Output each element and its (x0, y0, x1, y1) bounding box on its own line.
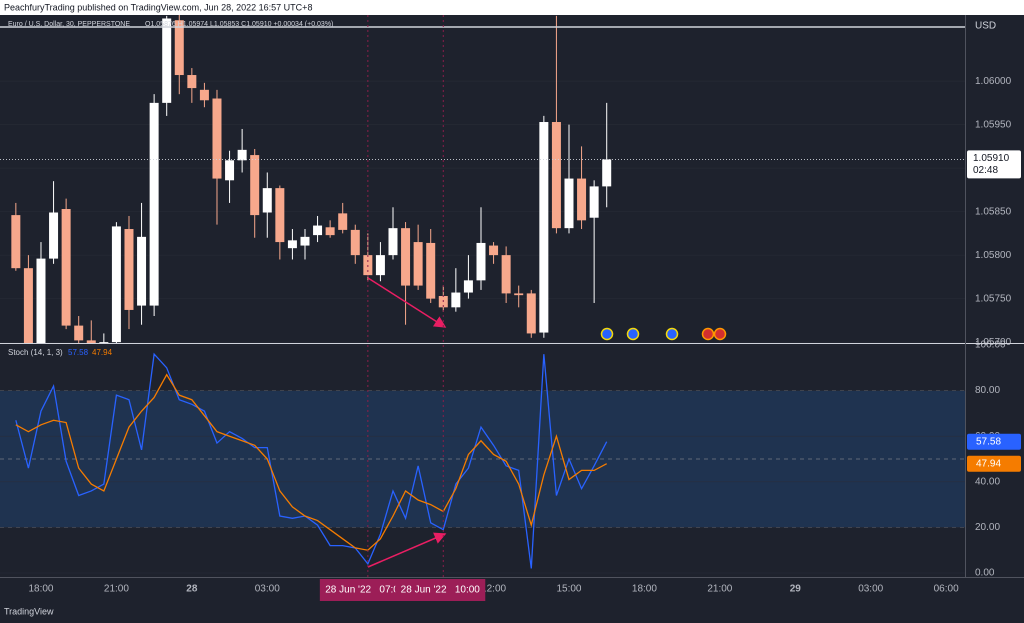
candle-body (375, 255, 385, 276)
price-pane (0, 15, 965, 343)
candle-body (489, 245, 499, 256)
x-tick-label: 21:00 (104, 584, 129, 595)
candle-body (199, 89, 209, 101)
publisher-bar (0, 0, 1024, 15)
x-tick-label: 03:00 (858, 584, 883, 595)
candle-body (463, 280, 473, 293)
candle-body (313, 225, 323, 236)
crosshair-label-box (319, 579, 410, 601)
candle-body (577, 178, 587, 221)
stoch-k-value: 57.58 (68, 348, 89, 357)
stoch-title: Stoch (14, 1, 3) (8, 348, 63, 357)
candle-body (61, 209, 71, 326)
candle-body (225, 160, 235, 181)
price-divergence-arrow (367, 277, 447, 328)
candle-body (350, 229, 360, 256)
y-tick-label: 1.05950 (975, 119, 1012, 130)
candle-body (338, 213, 348, 230)
candle-body (237, 149, 247, 161)
candle-body (388, 228, 398, 256)
candle-body (23, 268, 33, 343)
y-tick-label: 40.00 (975, 476, 1000, 487)
y-tick-label: 1.05700 (975, 337, 1012, 348)
candle-body (49, 212, 59, 259)
last-price-box (967, 150, 1021, 179)
y-tick-label: 1.05750 (975, 293, 1012, 304)
candle-body (162, 18, 172, 103)
candle-body (413, 242, 423, 286)
candle-body (149, 102, 159, 306)
candle-body (111, 226, 121, 343)
x-tick-label: 18:00 (28, 584, 53, 595)
candle-body (99, 342, 109, 343)
value-label: 47.94 (976, 458, 1001, 469)
x-tick-label: 06:00 (934, 584, 959, 595)
candle-body (212, 98, 222, 179)
candle-body (426, 242, 436, 299)
y-tick-label: 100.00 (975, 340, 1006, 351)
crosshair-label-box (395, 579, 486, 601)
candle-body (514, 293, 524, 296)
candle-body (86, 340, 96, 343)
candle-body (589, 186, 599, 218)
x-tick-label: 18:00 (632, 584, 657, 595)
candle-body (564, 178, 574, 229)
candle-body (476, 242, 486, 281)
x-tick-label: 29 (790, 584, 802, 595)
publisher: PeachfuryTrading published on TradingVie… (4, 2, 312, 12)
candle-body (11, 215, 21, 269)
candle-body (287, 240, 297, 249)
y-tick-label: 1.05800 (975, 250, 1012, 261)
candle-body (124, 229, 134, 310)
brand: TradingView (4, 606, 54, 616)
x-tick-label: 12:00 (481, 584, 506, 595)
symbol-title: Euro / U.S. Dollar, 30, PEPPERSTONE (8, 21, 130, 28)
event-icons (600, 327, 727, 341)
candle-body (526, 293, 536, 334)
candle-body (325, 227, 335, 236)
candle-body (300, 236, 310, 246)
x-tick-label: 15:00 (556, 584, 581, 595)
last-price-label: 1.05910 (973, 153, 1010, 164)
y-tick-label: 1.05850 (975, 206, 1012, 217)
crosshair-label: 28 Jun '22 07:00 (325, 585, 405, 596)
value-label: 57.58 (976, 436, 1001, 447)
candle-body (74, 325, 84, 341)
candle-body (174, 20, 184, 76)
candle-body (401, 228, 411, 286)
y-tick-label: 80.00 (975, 385, 1000, 396)
candle-body (275, 188, 285, 243)
x-tick-label: 03:00 (255, 584, 280, 595)
candle-body (262, 188, 272, 213)
stoch-line (15, 352, 608, 569)
candle-body (250, 155, 260, 216)
currency: USD (975, 21, 996, 32)
ohlc-header: O1.05876 H1.05974 L1.05853 C1.05910 +0.0… (145, 21, 333, 28)
candle-body (137, 236, 147, 306)
candle-body (501, 255, 511, 294)
candle-body (539, 122, 549, 333)
value-box (967, 455, 1021, 472)
stoch-line (15, 373, 608, 551)
candle-body (36, 258, 46, 343)
candle-body (187, 75, 197, 89)
x-tick-label: 21:00 (707, 584, 732, 595)
y-tick-label: 20.00 (975, 522, 1000, 533)
axes: 1.060001.059501.059001.058501.058001.057… (28, 76, 1021, 595)
candle-body (602, 159, 612, 187)
x-tick-label: 28 (186, 584, 198, 595)
countdown: 02:48 (973, 165, 998, 176)
candle-body (551, 122, 561, 229)
y-tick-label: 0.00 (975, 568, 995, 579)
stoch-d-value: 47.94 (92, 348, 113, 357)
candle-body (451, 292, 461, 308)
y-tick-label: 1.06000 (975, 76, 1012, 87)
stoch-pane (0, 345, 965, 574)
value-box (967, 433, 1021, 450)
stoch-divergence-arrow (367, 532, 447, 568)
crosshair-label: 28 Jun '22 10:00 (401, 585, 481, 596)
